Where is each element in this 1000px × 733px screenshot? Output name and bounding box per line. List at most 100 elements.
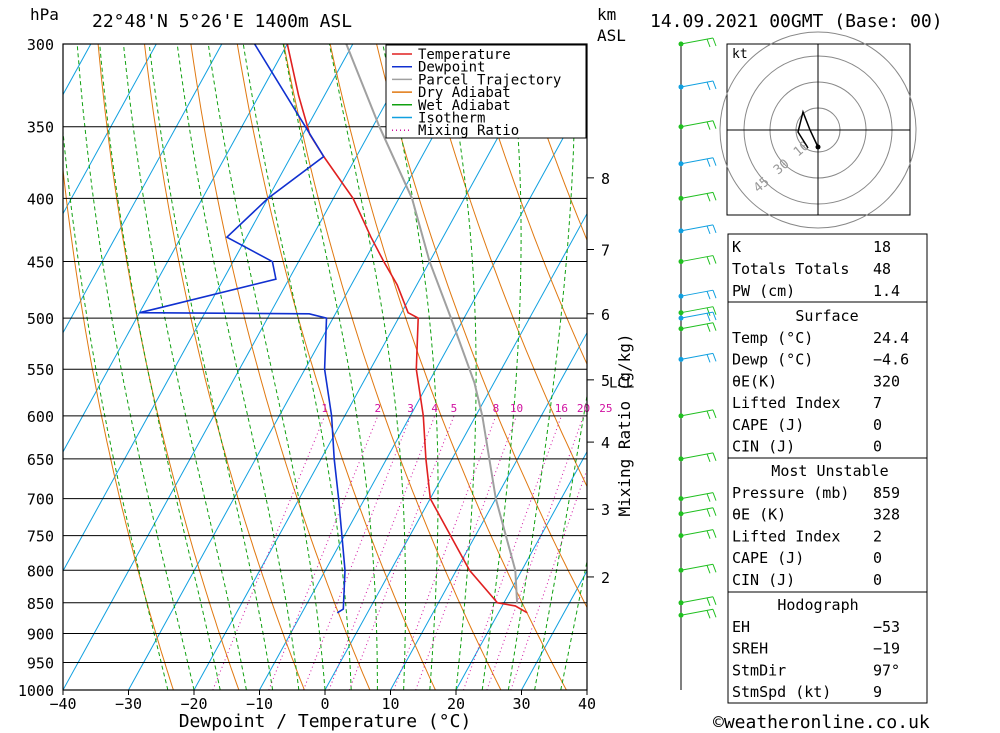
pressure-tick-label: 450 <box>27 254 54 272</box>
storm-motion-dot <box>815 144 821 150</box>
km-tick-label: 6 <box>601 306 610 324</box>
wind-barb-feather <box>706 453 711 463</box>
wind-barb-feather <box>712 290 717 299</box>
wind-barb-feather <box>712 409 717 419</box>
mixing-ratio-tick-label: 25 <box>599 402 612 415</box>
legend-item-label: Dewpoint <box>418 60 485 76</box>
x-tick-label: 0 <box>320 695 329 713</box>
isotherm-line <box>390 331 587 690</box>
wind-barb-feather <box>712 311 717 321</box>
wind-barb-shaft <box>680 157 714 165</box>
wind-barb-shaft <box>680 492 714 500</box>
mixing-ratio-line <box>268 415 379 690</box>
wind-profile <box>678 37 717 690</box>
wind-barb-shaft <box>680 120 714 128</box>
wet-adiabat-line <box>507 44 576 690</box>
stat-label: CAPE (J) <box>732 416 804 434</box>
lcl-label: LCL <box>609 376 634 392</box>
pressure-tick-label: 600 <box>27 408 54 426</box>
dry-adiabat-line <box>515 44 587 242</box>
stat-label: StmSpd (kt) <box>732 683 831 701</box>
hodograph-params-title: Hodograph <box>777 596 858 614</box>
wind-barb-feather <box>712 609 717 618</box>
mixing-ratio-tick-label: 3 <box>407 402 414 415</box>
isotherm-line <box>63 44 157 215</box>
wet-adiabat-line <box>443 44 477 690</box>
mixing-ratio-labels: 1 2 3 4 5 8 10 16 20 25 <box>321 402 612 415</box>
dry-adiabat-line <box>468 44 587 366</box>
wind-barb-feather <box>712 255 717 264</box>
wind-barb-shaft <box>680 322 714 330</box>
mixing-ratio-line <box>212 415 326 690</box>
stat-value: 0 <box>873 416 882 434</box>
wind-barb-feather <box>712 492 717 501</box>
stat-value: 0 <box>873 549 882 567</box>
wet-adiabat-line <box>242 44 352 690</box>
legend-item-label: Parcel Trajectory <box>418 72 561 88</box>
mixing-ratio-tick-label: 10 <box>510 402 523 415</box>
km-tick-label: 4 <box>601 434 610 452</box>
wet-adiabat-line <box>123 44 247 690</box>
wind-barb-feather <box>712 507 717 516</box>
stat-label: Lifted Index <box>732 527 840 545</box>
wind-barb-feather <box>706 565 711 574</box>
pressure-tick-label: 850 <box>27 595 54 613</box>
wind-barb-feather <box>706 121 711 130</box>
hodograph-unit: kt <box>732 47 748 62</box>
stat-label: CAPE (J) <box>732 549 804 567</box>
pressure-tick-label: 800 <box>27 562 54 580</box>
stat-value: 7 <box>873 394 882 412</box>
isotherm-line <box>193 44 550 690</box>
pressure-tick-label: 750 <box>27 528 54 546</box>
k-index-label: K <box>732 238 741 256</box>
x-tick-label: 20 <box>447 695 465 713</box>
stat-label: Lifted Index <box>732 394 840 412</box>
isotherm-line <box>63 44 288 453</box>
wind-barb-feather <box>712 80 717 90</box>
surface-title: Surface <box>795 307 858 325</box>
stat-label: EH <box>732 618 750 636</box>
asl-label: ASL <box>597 26 626 45</box>
wind-barb-feather <box>706 410 711 420</box>
x-tick-label: −40 <box>49 695 76 713</box>
legend-item-label: Isotherm <box>418 111 485 127</box>
hodograph-ring <box>719 31 917 229</box>
mixing-ratio-tick-label: 2 <box>374 402 381 415</box>
x-tick-label: 10 <box>381 695 399 713</box>
wind-barb-shaft <box>680 608 714 616</box>
wind-barb-dot <box>678 124 684 130</box>
stat-value: 97° <box>873 661 900 679</box>
wind-barb-feather <box>712 452 717 462</box>
dry-adiabat-line <box>376 44 587 609</box>
km-tick-label: 3 <box>601 501 610 519</box>
k-index-value: 18 <box>873 238 891 256</box>
pw-label: PW (cm) <box>732 282 795 300</box>
copyright-footer: ©weatheronline.co.uk <box>713 712 930 733</box>
pressure-tick-label: 950 <box>27 654 54 672</box>
dry-adiabat-line <box>190 44 371 690</box>
wind-barb-feather <box>712 192 717 201</box>
isotherm-line <box>521 569 587 690</box>
dry-adiabat-line <box>236 44 436 690</box>
wind-barb-shaft <box>680 507 714 515</box>
wind-barb-feather <box>706 291 711 300</box>
wind-barb-feather <box>712 596 717 605</box>
pressure-tick-label: 900 <box>27 625 54 643</box>
wind-barb-feather <box>706 508 711 517</box>
wind-barb-feather <box>706 81 711 91</box>
wind-barb-shaft <box>680 409 714 417</box>
wind-barb-shaft <box>680 452 714 460</box>
x-tick-label: −30 <box>115 695 142 713</box>
most-unstable-box: Most Unstable Pressure (mb) 859 θE (K) 328 L… <box>727 457 928 593</box>
totals-totals-label: Totals Totals <box>732 260 849 278</box>
wind-barb-shaft <box>680 563 714 571</box>
stat-label: Dewp (°C) <box>732 351 813 369</box>
wet-adiabat-line <box>586 687 587 690</box>
legend-item-label: Temperature <box>418 47 511 63</box>
hodograph-trace <box>797 109 819 149</box>
mixing-ratio-line <box>510 468 587 690</box>
stat-label: θE(K) <box>732 372 777 390</box>
x-axis-title: Dewpoint / Temperature (°C) <box>179 711 472 732</box>
wind-barb-shaft <box>680 37 714 45</box>
